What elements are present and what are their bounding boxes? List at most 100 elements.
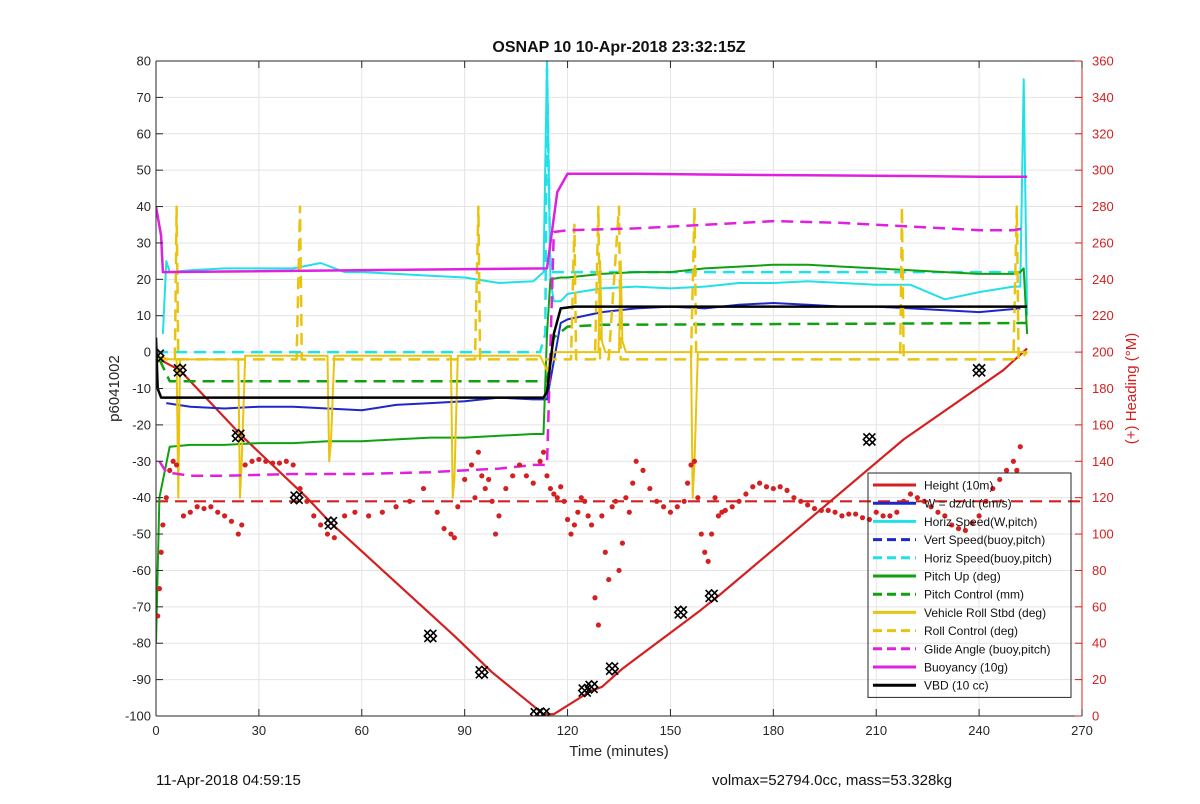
- legend-label: Vehicle Roll Stbd (deg): [924, 606, 1046, 620]
- series-line-11: [156, 305, 1028, 399]
- heading-point: [681, 498, 687, 504]
- heading-point: [187, 509, 193, 515]
- waypoint-marker: [971, 363, 987, 378]
- legend-label: Pitch Control (mm): [924, 588, 1024, 602]
- waypoint-marker: [172, 363, 188, 378]
- heading-point: [297, 485, 303, 492]
- heading-point: [612, 498, 619, 504]
- y2-tick-label: 40: [1092, 636, 1106, 651]
- heading-point: [805, 502, 811, 508]
- heading-point: [503, 485, 509, 492]
- y-tick-label: 70: [137, 90, 151, 105]
- legend-label: Glide Angle (buoy,pitch): [924, 642, 1051, 656]
- heading-point: [479, 473, 485, 479]
- heading-point: [928, 504, 934, 510]
- heading-point: [201, 505, 207, 512]
- heading-point: [777, 484, 783, 490]
- heading-point: [894, 509, 900, 515]
- heading-point: [798, 498, 804, 504]
- legend-label: W = dz/dt (cm/s): [924, 497, 1012, 511]
- heading-point: [173, 462, 180, 468]
- series-line-10: [156, 172, 1028, 274]
- heading-point: [475, 449, 481, 455]
- heading-point: [537, 458, 543, 464]
- heading-point: [1017, 444, 1023, 450]
- heading-point: [263, 458, 269, 464]
- heading-point: [1014, 467, 1020, 473]
- heading-point: [609, 504, 615, 510]
- heading-point: [825, 507, 831, 514]
- heading-point: [921, 498, 927, 504]
- heading-point: [311, 513, 317, 519]
- heading-point: [853, 511, 859, 517]
- series-line-8: [156, 205, 1029, 361]
- heading-point: [342, 513, 348, 519]
- y2-tick-label: 320: [1092, 126, 1114, 141]
- legend-label: Height (10m): [924, 479, 993, 493]
- heading-point: [595, 622, 602, 628]
- heading-point: [976, 513, 982, 519]
- heading-point: [887, 513, 893, 519]
- y2-tick-label: 200: [1092, 345, 1114, 360]
- heading-point: [585, 513, 591, 519]
- y-tick-label: 80: [137, 54, 151, 69]
- heading-point: [283, 458, 289, 464]
- legend-label: Buoyancy (10g): [924, 661, 1008, 675]
- waypoint-marker: [423, 628, 438, 644]
- heading-point: [791, 495, 797, 501]
- heading-point: [688, 462, 694, 468]
- heading-point: [818, 507, 824, 514]
- heading-point: [575, 509, 581, 515]
- series-line-5: [156, 263, 1029, 644]
- y2-tick-label: 260: [1092, 235, 1114, 250]
- heading-point: [558, 484, 564, 490]
- y-tick-label: 40: [137, 199, 151, 214]
- y-tick-label: -50: [132, 527, 151, 542]
- heading-point: [729, 504, 735, 510]
- heading-point: [654, 498, 660, 504]
- heading-point: [379, 509, 385, 515]
- heading-point: [660, 504, 667, 510]
- x-tick-label: 90: [457, 723, 471, 738]
- heading-point: [647, 485, 653, 492]
- heading-point: [194, 504, 200, 510]
- heading-point: [588, 522, 595, 528]
- waypoint-marker: [474, 665, 489, 680]
- y2-tick-label: 300: [1092, 163, 1114, 178]
- heading-point: [763, 484, 770, 490]
- heading-point: [983, 498, 989, 504]
- heading-point: [523, 473, 530, 479]
- heading-point: [602, 549, 608, 555]
- heading-point: [492, 531, 499, 537]
- heading-point: [722, 507, 728, 514]
- y-tick-label: 50: [137, 163, 151, 178]
- heading-point: [770, 485, 776, 492]
- heading-point: [616, 567, 622, 574]
- heading-point: [407, 498, 413, 504]
- footer-timestamp: 11-Apr-2018 04:59:15: [156, 772, 301, 789]
- heading-point: [352, 509, 358, 515]
- x-axis-label: Time (minutes): [569, 743, 668, 760]
- heading-point: [949, 522, 955, 528]
- heading-point: [715, 513, 722, 519]
- y2-tick-label: 140: [1092, 454, 1114, 469]
- y2-tick-label: 340: [1092, 90, 1114, 105]
- legend-box: [867, 472, 1072, 698]
- heading-point: [743, 491, 749, 497]
- heading-point: [420, 485, 427, 492]
- heading-point: [318, 522, 324, 528]
- legend-label: Roll Control (deg): [924, 624, 1018, 638]
- heading-point: [633, 458, 639, 464]
- footer-volmax-mass: volmax=52794.0cc, mass=53.328kg: [712, 772, 953, 789]
- waypoint-marker: [231, 428, 246, 443]
- heading-point: [180, 513, 187, 519]
- heading-point: [468, 462, 475, 468]
- plot-series-group: [156, 61, 1082, 716]
- heading-point: [705, 558, 711, 564]
- heading-point: [448, 531, 454, 537]
- y-tick-label: -10: [132, 381, 151, 396]
- heading-point: [914, 495, 920, 501]
- y2-tick-label: 0: [1092, 709, 1099, 724]
- heading-point: [228, 518, 235, 524]
- heading-point: [455, 504, 461, 510]
